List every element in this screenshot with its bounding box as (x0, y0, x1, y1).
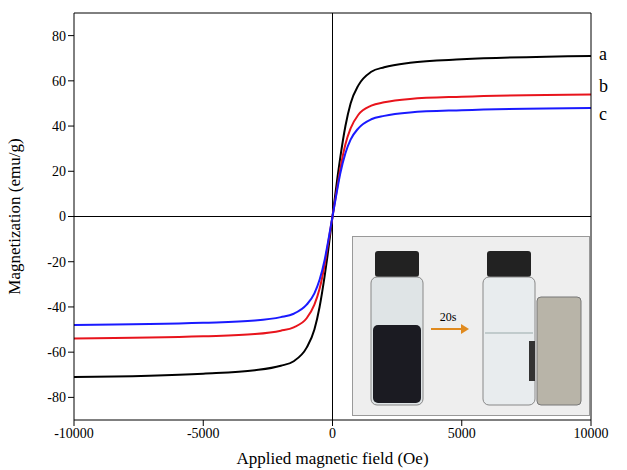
svg-text:60: 60 (52, 74, 66, 89)
svg-text:-60: -60 (47, 345, 66, 360)
svg-text:0: 0 (329, 426, 336, 441)
svg-text:a: a (599, 44, 607, 64)
svg-text:-40: -40 (47, 300, 66, 315)
svg-text:40: 40 (52, 119, 66, 134)
svg-text:80: 80 (52, 29, 66, 44)
svg-text:Magnetization (emu/g): Magnetization (emu/g) (5, 138, 24, 294)
svg-text:5000: 5000 (448, 426, 476, 441)
svg-text:Applied magnetic field (Oe): Applied magnetic field (Oe) (236, 449, 428, 468)
svg-text:20: 20 (52, 164, 66, 179)
svg-text:-5000: -5000 (187, 426, 220, 441)
svg-text:-80: -80 (47, 390, 66, 405)
svg-text:20s: 20s (440, 310, 457, 324)
svg-text:-10000: -10000 (54, 426, 94, 441)
svg-text:c: c (599, 104, 607, 124)
svg-text:b: b (599, 76, 608, 96)
svg-text:10000: 10000 (574, 426, 609, 441)
svg-text:0: 0 (59, 209, 66, 224)
svg-text:-20: -20 (47, 255, 66, 270)
